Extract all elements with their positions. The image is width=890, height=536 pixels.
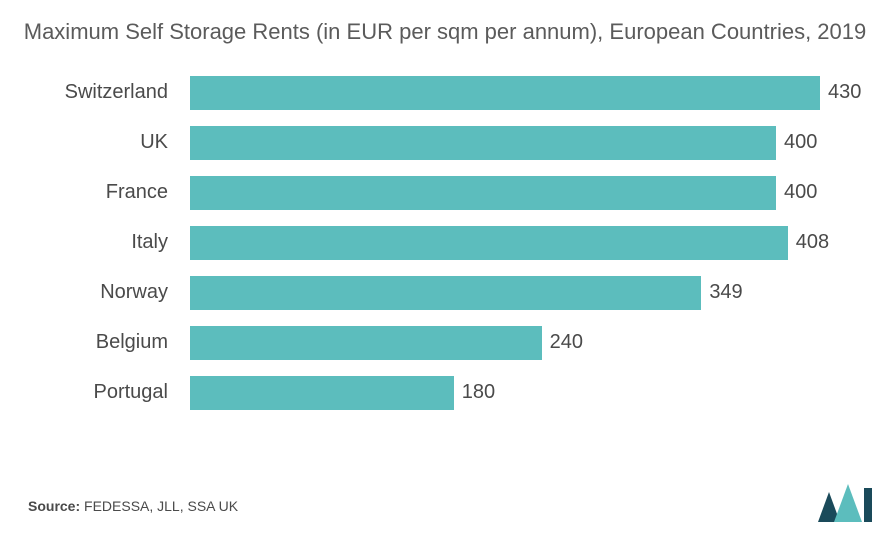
bar <box>190 276 701 310</box>
bar <box>190 176 776 210</box>
category-label: Portugal <box>10 381 180 404</box>
source-label: Source: <box>28 498 80 514</box>
value-label: 408 <box>788 226 829 260</box>
chart-container: Maximum Self Storage Rents (in EUR per s… <box>0 0 890 536</box>
bar-track: 400 <box>190 176 820 210</box>
bar-row: Portugal180 <box>190 368 820 418</box>
chart-area: Switzerland430UK400France400Italy408Norw… <box>10 68 880 418</box>
value-label: 240 <box>542 326 583 360</box>
bar <box>190 376 454 410</box>
bar <box>190 226 788 260</box>
bar <box>190 126 776 160</box>
bar-row: France400 <box>190 168 820 218</box>
bar <box>190 326 542 360</box>
bar-track: 408 <box>190 226 820 260</box>
category-label: Norway <box>10 281 180 304</box>
bar-row: Italy408 <box>190 218 820 268</box>
mi-logo <box>818 480 872 522</box>
bar-track: 349 <box>190 276 820 310</box>
source-line: Source: FEDESSA, JLL, SSA UK <box>28 498 238 514</box>
bar-row: Belgium240 <box>190 318 820 368</box>
category-label: UK <box>10 131 180 154</box>
value-label: 430 <box>820 76 861 110</box>
bar-track: 400 <box>190 126 820 160</box>
logo-shape-right <box>864 488 872 522</box>
bar-row: Switzerland430 <box>190 68 820 118</box>
bar-track: 180 <box>190 376 820 410</box>
bar-track: 240 <box>190 326 820 360</box>
source-text: FEDESSA, JLL, SSA UK <box>84 498 238 514</box>
value-label: 180 <box>454 376 495 410</box>
value-label: 400 <box>776 126 817 160</box>
logo-shape-mid <box>834 484 862 522</box>
chart-title: Maximum Self Storage Rents (in EUR per s… <box>10 18 880 46</box>
value-label: 349 <box>701 276 742 310</box>
bar-row: Norway349 <box>190 268 820 318</box>
value-label: 400 <box>776 176 817 210</box>
category-label: Switzerland <box>10 81 180 104</box>
category-label: Belgium <box>10 331 180 354</box>
category-label: Italy <box>10 231 180 254</box>
category-label: France <box>10 181 180 204</box>
bar <box>190 76 820 110</box>
bar-row: UK400 <box>190 118 820 168</box>
bar-track: 430 <box>190 76 820 110</box>
